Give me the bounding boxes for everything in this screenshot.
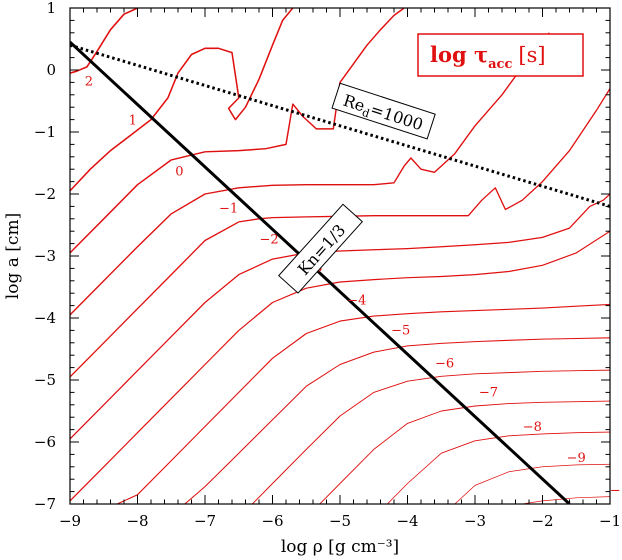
legend-label: log τacc [s] (430, 42, 546, 72)
contour-line (454, 463, 610, 504)
y-tick-label: 1 (46, 0, 56, 17)
contour-lines (70, 8, 610, 504)
contour-label: −6 (435, 357, 454, 372)
x-tick-labels: −9 −8 −7 −6 −5 −4 −3 −2 −1 (59, 512, 621, 530)
contour-label: 0 (175, 164, 183, 179)
contour-line (70, 193, 610, 440)
x-tick-label: −1 (599, 512, 621, 530)
contour-line (251, 369, 610, 504)
contour-label: −5 (391, 324, 410, 339)
contour-line (522, 496, 610, 504)
contour-line (70, 88, 610, 378)
contour-line (319, 400, 610, 504)
x-tick-label: −3 (464, 512, 486, 530)
y-tick-label: −4 (34, 309, 56, 327)
y-tick-label: −1 (34, 123, 56, 141)
contour-line (70, 8, 138, 74)
re-label-box: Red=1000 (331, 82, 436, 140)
boundary-line (70, 40, 571, 504)
legend: log τacc [s] (417, 33, 584, 77)
contour-label: −7 (479, 386, 498, 401)
axis-ticks (69, 7, 611, 505)
x-tick-label: −4 (396, 512, 418, 530)
contour-labels: 210−1−2−3−4−5−6−7−8−9−10 (85, 75, 622, 499)
y-tick-label: −2 (34, 185, 56, 203)
legend-box (417, 33, 584, 77)
y-tick-label: −3 (34, 247, 56, 265)
y-tick-labels: 1 0 −1 −2 −3 −4 −5 −6 −7 (34, 0, 56, 513)
contour-label: 2 (85, 75, 93, 90)
x-tick-label: −8 (126, 512, 148, 530)
x-tick-label: −2 (531, 512, 553, 530)
contour-label: −10 (610, 484, 622, 499)
contour-line (70, 8, 294, 192)
contour-line (116, 303, 610, 504)
y-axis-label: log a [cm] (3, 213, 23, 299)
contour-label: −1 (219, 202, 238, 217)
contour-line (387, 431, 610, 504)
boundary-lines (70, 40, 610, 504)
x-tick-label: −9 (59, 512, 81, 530)
boundary-line (70, 43, 610, 208)
x-tick-label: −6 (261, 512, 283, 530)
contour-label: 1 (129, 114, 137, 129)
x-tick-label: −7 (194, 512, 216, 530)
y-tick-label: 0 (46, 61, 56, 79)
x-axis-label: log ρ [g cm⁻³] (281, 537, 399, 557)
contour-line (70, 230, 610, 502)
y-tick-label: −5 (34, 371, 56, 389)
contour-line (70, 32, 550, 316)
contour-label: −9 (567, 451, 586, 466)
x-tick-label: −5 (329, 512, 351, 530)
contour-label: −8 (523, 420, 542, 435)
contour-label: −2 (260, 233, 279, 248)
y-tick-label: −7 (34, 495, 56, 513)
contour-line (70, 8, 405, 254)
contour-line (184, 337, 610, 504)
plot-area (70, 8, 610, 504)
y-tick-label: −6 (34, 433, 56, 451)
contour-label: −4 (347, 293, 366, 308)
